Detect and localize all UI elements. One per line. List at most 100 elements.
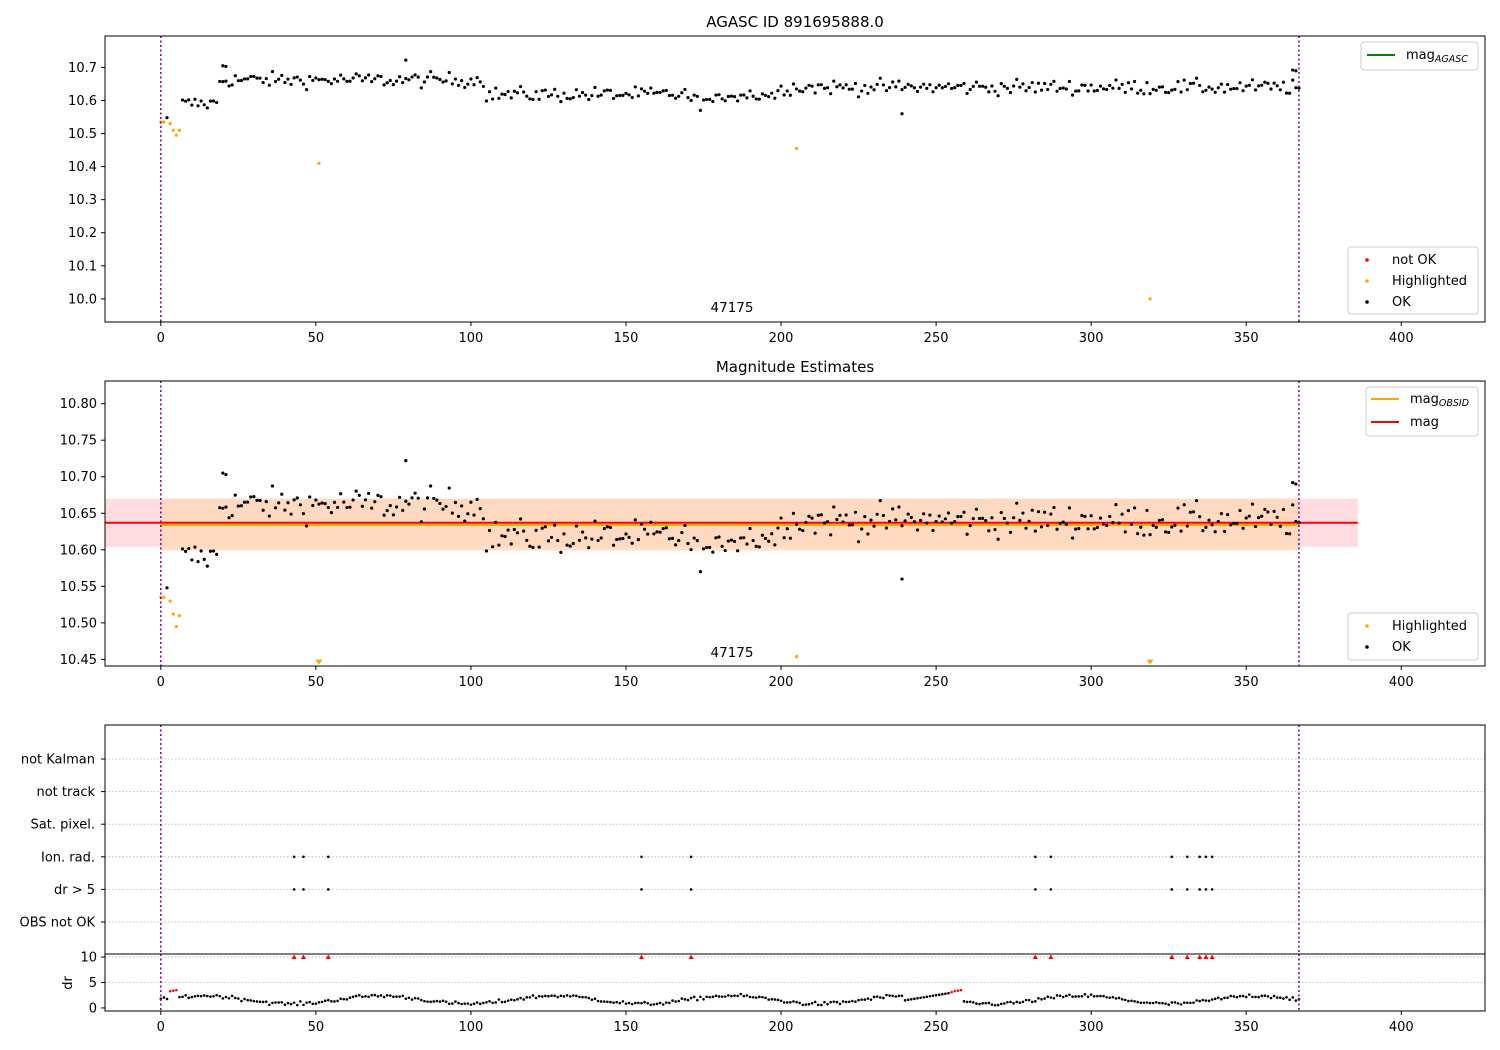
dr-ok-point [661,1003,665,1006]
mid-x-tick-label: 300 [1079,675,1104,690]
top-ok-point [711,99,715,104]
top-x-tick-label: 250 [924,331,949,346]
top-ok-point [608,88,613,92]
dr-ok-point [742,994,746,998]
dr-x-tick-label: 50 [308,1020,325,1035]
middle-legend-ok-swatch [1365,645,1369,649]
top-ok-point [903,85,907,89]
middle-ok-point [398,495,402,499]
middle-ok-point [630,541,634,545]
middle-ok-point [931,528,935,533]
middle-ok-point [298,503,302,507]
dr-ok-point [947,991,950,995]
top-ok-point [1288,91,1292,95]
dr-ok-point [562,995,566,998]
middle-ok-point [856,540,861,544]
top-ok-point [388,78,392,83]
top-ok-point [357,74,361,78]
top-ok-point [286,77,290,81]
top-ok-point [376,74,380,78]
top-y-tick-label: 10.5 [68,127,97,142]
top-ok-point [1201,90,1205,94]
top-highlighted-point [171,128,175,132]
dr-ok-point [618,1001,622,1005]
top-ok-point [953,86,957,90]
dr-ok-point [447,1002,451,1006]
top-ok-point [850,87,854,91]
dr-ok-point [193,994,197,998]
middle-ok-point [1089,514,1093,518]
dr-panel: 0 50 100 150 200 250 300 350 400 0 5 10 dr [61,951,1486,1035]
top-ok-point [1114,78,1118,82]
dr-ok-point [975,1002,978,1005]
dr-ok-point [717,995,721,998]
middle-ok-point [897,505,901,509]
dr-ok-point [571,994,575,997]
dr-ok-point [1123,998,1127,1002]
flags-point [1034,888,1037,891]
top-ok-point [1145,81,1149,85]
top-ok-point [540,89,544,93]
middle-ok-point [190,558,194,562]
top-ok-point [487,90,492,94]
dr-ok-point [1111,995,1115,999]
top-ok-point [1070,93,1075,97]
middle-ok-point [881,513,885,518]
dr-ok-point [727,994,730,997]
top-ok-point [1275,84,1279,88]
middle-ok-point [875,512,879,516]
top-ok-point [872,88,876,92]
middle-ok-point [1142,533,1146,537]
dr-ok-point [624,1002,628,1005]
dr-ok-point [866,997,870,1000]
dr-ok-point [367,995,370,999]
top-ok-point [698,108,703,112]
top-highlighted-point [162,120,166,124]
top-ok-point [993,89,997,93]
middle-ok-point [860,527,864,531]
middle-ok-point [205,564,209,568]
middle-ok-point [587,546,591,550]
middle-ok-point [918,518,923,522]
dr-y-ticks: 0 5 10 [80,951,105,1016]
dr-capped-marker [1184,954,1190,960]
dr-ok-point [894,995,898,998]
top-ok-point [912,86,916,90]
dr-ok-point [162,996,166,999]
dr-ok-point [1105,995,1108,999]
middle-ok-point [491,545,495,549]
top-ok-point [1297,86,1301,90]
middle-ok-point [422,507,427,511]
top-ok-point [829,92,833,96]
dr-ok-point [754,996,758,999]
middle-ok-point [404,459,408,463]
dr-ok-point [674,1000,677,1003]
dr-ok-point [475,1001,479,1004]
dr-ok-point [689,996,693,1000]
middle-ok-point [447,486,451,490]
mid-x-tick-label: 150 [614,675,639,690]
dr-ok-point [376,995,380,998]
dr-ok-point [1207,999,1211,1003]
dr-x-ticks: 0 50 100 150 200 250 300 350 400 [157,1011,1414,1035]
middle-ok-point [1210,523,1214,527]
top-ok-point [1095,88,1099,93]
middle-ok-point [677,538,681,543]
top-ok-point [627,93,631,97]
middle-ok-point [460,504,464,508]
dr-ok-point [354,994,358,998]
top-ok-point [1132,79,1137,84]
dr-ok-point [506,999,510,1002]
middle-ok-point [1018,518,1022,522]
dr-ok-point [730,994,733,998]
top-y-tick-label: 10.0 [68,292,97,307]
dr-ok-point [1173,1001,1177,1004]
top-ok-point [205,106,209,110]
middle-ok-point [1247,514,1251,518]
dr-ok-point [1164,1002,1167,1005]
dr-ok-point [596,999,600,1003]
middle-ok-point [708,545,712,549]
flags-point [292,855,296,859]
middle-title: Magnitude Estimates [716,358,874,376]
dr-ok-point [1080,994,1084,998]
